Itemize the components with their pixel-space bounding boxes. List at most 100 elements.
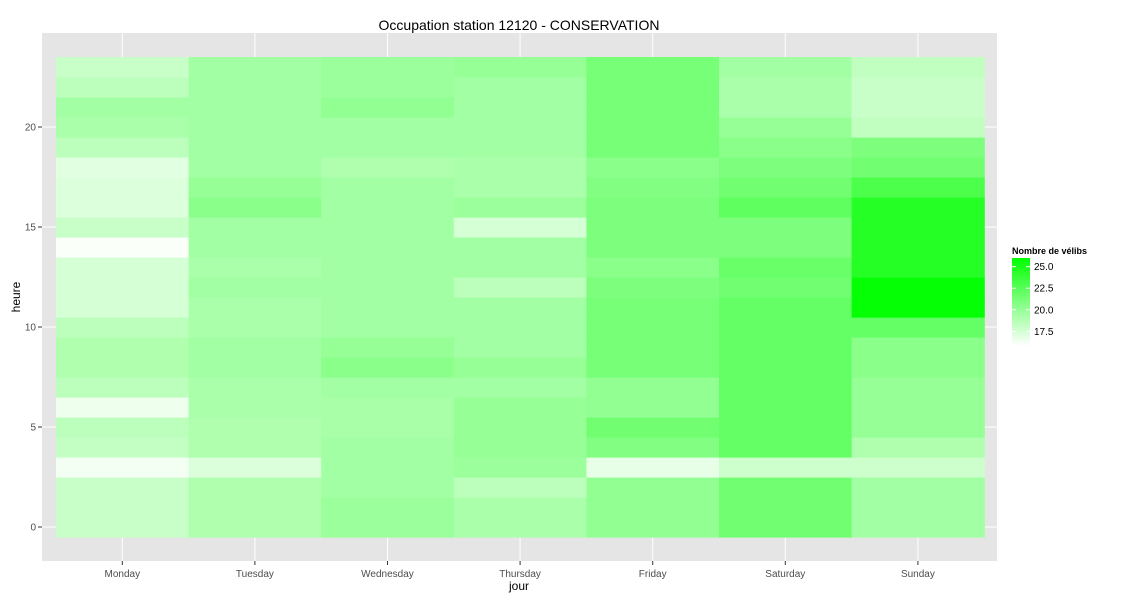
heatmap-tile <box>188 117 322 138</box>
heatmap-tile <box>851 217 985 238</box>
heatmap-tile <box>56 517 190 538</box>
heatmap-tile <box>56 297 190 318</box>
heatmap-tile <box>851 437 985 458</box>
heatmap-tile <box>851 257 985 278</box>
heatmap-tile <box>453 237 587 258</box>
heatmap-tile <box>56 157 190 178</box>
heatmap-tile <box>188 257 322 278</box>
heatmap-tile <box>453 417 587 438</box>
heatmap-tile <box>321 517 455 538</box>
heatmap-tile <box>851 117 985 138</box>
heatmap-tile <box>56 197 190 218</box>
heatmap-tile <box>851 157 985 178</box>
heatmap-tile <box>719 217 853 238</box>
heatmap-tile <box>321 337 455 358</box>
heatmap-tile <box>56 177 190 198</box>
heatmap-tile <box>719 317 853 338</box>
heatmap-tile <box>719 397 853 418</box>
heatmap-tile <box>188 457 322 478</box>
heatmap-tile <box>453 117 587 138</box>
heatmap-tile <box>586 397 720 418</box>
y-tick-label: 15 <box>25 223 37 234</box>
x-tick-label: Monday <box>105 569 141 580</box>
heatmap-tile <box>56 117 190 138</box>
chart-title: Occupation station 12120 - CONSERVATION <box>379 17 660 33</box>
heatmap-tile <box>453 497 587 518</box>
heatmap-tile <box>453 217 587 238</box>
heatmap-tile <box>719 257 853 278</box>
heatmap-tile <box>586 257 720 278</box>
heatmap-tile <box>56 417 190 438</box>
heatmap-tile <box>719 117 853 138</box>
heatmap-tile <box>586 477 720 498</box>
heatmap-tile <box>56 337 190 358</box>
heatmap-tile <box>321 137 455 158</box>
heatmap-tile <box>188 57 322 78</box>
heatmap-tile <box>851 57 985 78</box>
legend-colorbar <box>1012 258 1030 346</box>
heatmap-tile <box>851 177 985 198</box>
heatmap-tile <box>586 237 720 258</box>
heatmap-tile <box>321 397 455 418</box>
heatmap-tile <box>453 377 587 398</box>
y-axis: 0 5 10 15 20 <box>25 123 42 534</box>
heatmap-tile <box>851 97 985 118</box>
heatmap-tile <box>586 337 720 358</box>
heatmap-tile <box>56 237 190 258</box>
y-axis-title: heure <box>9 281 23 312</box>
legend-tick-label: 17.5 <box>1034 327 1054 338</box>
heatmap-tile <box>851 297 985 318</box>
heatmap-tiles <box>56 57 985 538</box>
heatmap-tile <box>719 77 853 98</box>
heatmap-tile <box>188 97 322 118</box>
x-tick-label: Friday <box>639 569 667 580</box>
x-tick-label: Sunday <box>901 569 935 580</box>
heatmap-tile <box>719 377 853 398</box>
heatmap-tile <box>586 437 720 458</box>
heatmap-tile <box>56 137 190 158</box>
heatmap-tile <box>586 297 720 318</box>
heatmap-tile <box>851 337 985 358</box>
heatmap-tile <box>586 277 720 298</box>
legend: Nombre de vélibs 25.0 22.5 20.0 17.5 <box>1012 246 1087 346</box>
heatmap-tile <box>188 497 322 518</box>
heatmap-tile <box>453 477 587 498</box>
heatmap-tile <box>321 357 455 378</box>
heatmap-tile <box>851 237 985 258</box>
heatmap-tile <box>851 277 985 298</box>
y-tick-label: 0 <box>30 523 36 534</box>
heatmap-tile <box>851 497 985 518</box>
heatmap-tile <box>188 237 322 258</box>
legend-title: Nombre de vélibs <box>1012 246 1087 256</box>
legend-tick-label: 22.5 <box>1034 284 1054 295</box>
heatmap-tile <box>321 77 455 98</box>
heatmap-tile <box>586 377 720 398</box>
heatmap-tile <box>188 77 322 98</box>
heatmap-tile <box>188 517 322 538</box>
heatmap-tile <box>851 457 985 478</box>
y-tick-label: 5 <box>30 423 36 434</box>
heatmap-tile <box>321 377 455 398</box>
legend-tick-label: 20.0 <box>1034 305 1054 316</box>
legend-tick-label: 25.0 <box>1034 262 1054 273</box>
x-axis: Monday Tuesday Wednesday Thursday Friday Satu… <box>105 561 935 580</box>
heatmap-tile <box>56 97 190 118</box>
heatmap-tile <box>188 437 322 458</box>
heatmap-tile <box>851 357 985 378</box>
heatmap-tile <box>453 77 587 98</box>
heatmap-tile <box>188 217 322 238</box>
heatmap-tile <box>719 237 853 258</box>
heatmap-tile <box>321 177 455 198</box>
heatmap-tile <box>851 397 985 418</box>
heatmap-tile <box>56 497 190 518</box>
heatmap-tile <box>586 417 720 438</box>
heatmap-tile <box>586 177 720 198</box>
heatmap-tile <box>719 97 853 118</box>
heatmap-tile <box>851 197 985 218</box>
heatmap-tile <box>188 197 322 218</box>
heatmap-tile <box>719 517 853 538</box>
heatmap-tile <box>321 237 455 258</box>
heatmap-tile <box>453 337 587 358</box>
heatmap-tile <box>586 97 720 118</box>
